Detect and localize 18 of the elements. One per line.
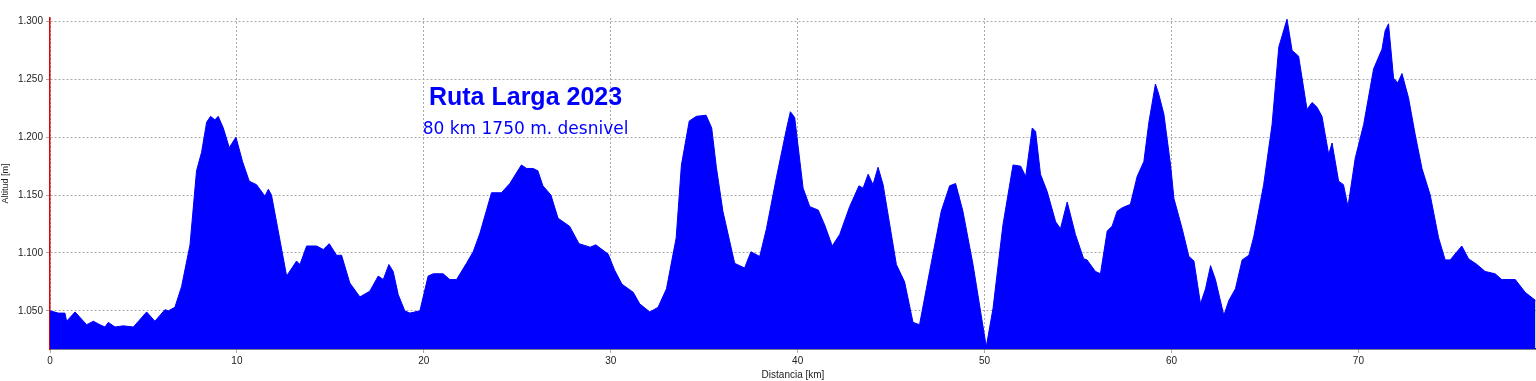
x-tick-label: 40 xyxy=(792,354,804,366)
y-tick-label: 1.050 xyxy=(17,304,44,316)
x-tick-label: 50 xyxy=(979,354,991,366)
y-axis-title: Altitud [m] xyxy=(0,163,10,204)
x-tick-label: 0 xyxy=(47,354,54,366)
x-tick-label: 30 xyxy=(605,354,617,366)
x-axis-title: Distancia [km] xyxy=(761,368,825,380)
x-tick-label: 60 xyxy=(1165,354,1178,366)
text: 80 km 1750 m. desnivel xyxy=(422,118,629,139)
x-tick-label: 10 xyxy=(231,354,243,366)
y-tick-label: 1.150 xyxy=(17,188,44,200)
y-tick-label: 1.250 xyxy=(17,73,44,85)
x-tick-label: 20 xyxy=(418,354,430,366)
x-tick-label: 70 xyxy=(1352,354,1365,366)
y-tick-label: 1.100 xyxy=(17,246,44,258)
text: Ruta Larga 2023 xyxy=(428,81,623,110)
y-tick-label: 1.300 xyxy=(17,15,44,27)
y-tick-label: 1.200 xyxy=(17,130,44,142)
